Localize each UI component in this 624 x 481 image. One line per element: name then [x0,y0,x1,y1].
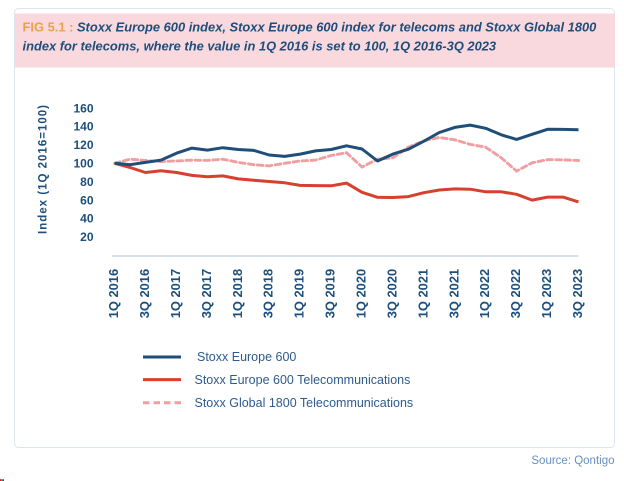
svg-text:100: 100 [73,157,93,171]
svg-text:1Q 2018: 1Q 2018 [230,269,245,318]
svg-text:40: 40 [80,212,94,226]
svg-text:1Q 2017: 1Q 2017 [168,269,183,318]
svg-text:3Q 2018: 3Q 2018 [261,269,276,318]
svg-text:60: 60 [80,193,94,207]
svg-text:1Q 2021: 1Q 2021 [415,269,430,318]
svg-text:1Q 2020: 1Q 2020 [354,269,369,318]
svg-text:120: 120 [73,138,93,152]
svg-text:Stoxx Global 1800 Telecommunic: Stoxx Global 1800 Telecommunications [195,396,414,410]
svg-text:FIG 5.1 : Stoxx Europe 600 ind: FIG 5.1 : Stoxx Europe 600 index, Stoxx … [23,20,598,35]
svg-text:3Q 2016: 3Q 2016 [137,269,152,318]
svg-text:1Q 2022: 1Q 2022 [477,269,492,318]
svg-text:20: 20 [80,230,94,244]
svg-text:3Q 2019: 3Q 2019 [323,269,338,318]
svg-text:3Q 2022: 3Q 2022 [508,269,523,318]
svg-text:3Q 2020: 3Q 2020 [384,269,399,318]
svg-text:1Q 2019: 1Q 2019 [292,269,307,318]
svg-text:160: 160 [73,101,93,115]
svg-text:Stoxx Europe 600 Telecommunica: Stoxx Europe 600 Telecommunications [195,373,411,387]
svg-text:3Q 2017: 3Q 2017 [199,269,214,318]
svg-text:Stoxx Europe 600: Stoxx Europe 600 [197,350,296,364]
svg-text:140: 140 [73,120,93,134]
svg-text:Source: Qontigo: Source: Qontigo [531,455,614,467]
svg-text:1Q 2016: 1Q 2016 [106,269,121,318]
svg-text:Index (1Q 2016=100): Index (1Q 2016=100) [37,104,49,234]
svg-text:80: 80 [80,175,94,189]
svg-text:3Q 2021: 3Q 2021 [446,269,461,318]
svg-text:1Q 2023: 1Q 2023 [539,269,554,318]
svg-text:index for telecoms, where the: index for telecoms, where the value in 1… [23,39,497,54]
svg-text:3Q 2023: 3Q 2023 [570,269,585,318]
